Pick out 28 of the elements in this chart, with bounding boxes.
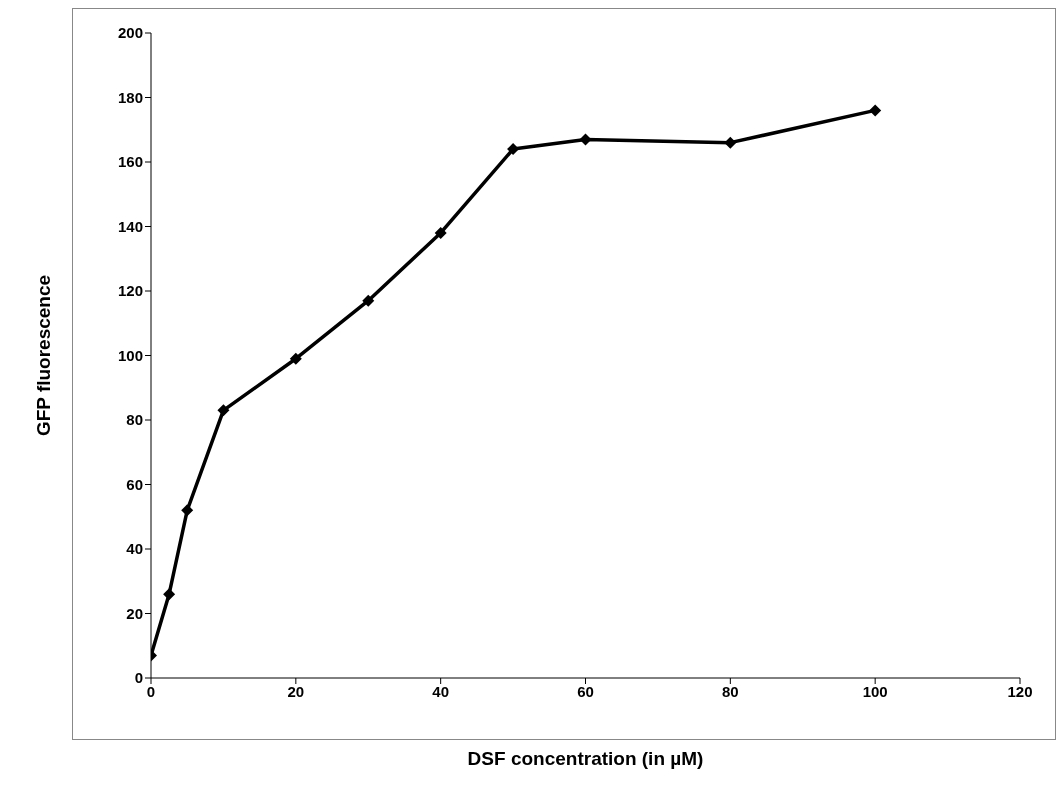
x-tick-label: 120 xyxy=(1007,682,1033,700)
y-tick-label: 180 xyxy=(117,88,143,106)
y-tick-label: 40 xyxy=(126,540,143,558)
point xyxy=(289,352,302,365)
y-axis-title: GFP fluorescence xyxy=(32,274,54,437)
y-tick-label: 140 xyxy=(117,217,143,235)
y-tick-label: 200 xyxy=(117,24,143,42)
point xyxy=(181,504,194,517)
x-tick-label: 40 xyxy=(432,682,450,700)
x-tick-label: 100 xyxy=(862,682,888,700)
y-tick-label: 120 xyxy=(117,282,143,300)
point xyxy=(724,136,737,149)
y-tick-label: 160 xyxy=(117,153,143,171)
point xyxy=(362,294,375,307)
point xyxy=(163,588,176,601)
point xyxy=(869,104,882,117)
x-tick-label: 0 xyxy=(146,682,156,700)
x-tick-label: 20 xyxy=(287,682,305,700)
point xyxy=(434,226,447,239)
y-tick-label: 0 xyxy=(134,669,143,687)
x-axis-title: DSF concentration (in µM) xyxy=(467,748,704,770)
x-tick-label: 60 xyxy=(577,682,594,700)
y-tick-label: 100 xyxy=(117,346,143,364)
y-tick-label: 80 xyxy=(126,411,143,429)
x-tick-label: 80 xyxy=(721,682,739,700)
point xyxy=(217,404,230,417)
y-tick-label: 20 xyxy=(126,604,143,622)
y-tick-label: 60 xyxy=(126,475,143,493)
